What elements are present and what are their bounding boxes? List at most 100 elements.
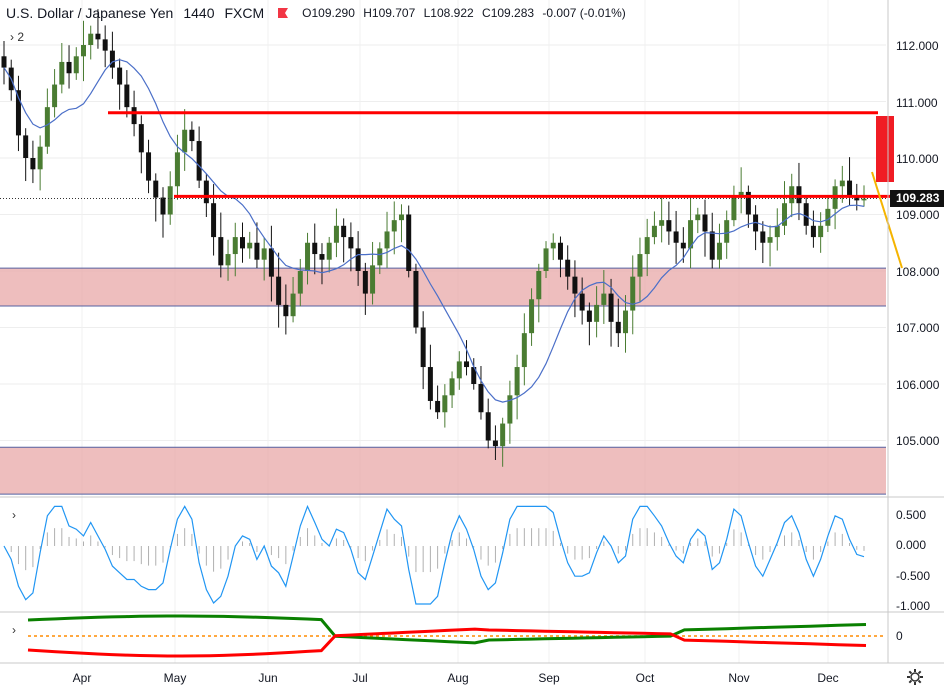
candle-body[interactable] (464, 361, 470, 368)
candle-body[interactable] (449, 378, 455, 396)
candle-body[interactable] (767, 237, 773, 243)
candle-body[interactable] (88, 33, 94, 45)
candle-body[interactable] (254, 242, 260, 260)
candle-body[interactable] (796, 186, 802, 204)
candle-body[interactable] (1, 56, 7, 68)
candle-body[interactable] (861, 198, 867, 201)
candle-body[interactable] (586, 310, 592, 322)
candle-body[interactable] (854, 197, 860, 201)
gear-icon[interactable] (905, 667, 925, 687)
candle-body[interactable] (66, 61, 72, 74)
candle-body[interactable] (413, 271, 419, 328)
candle-body[interactable] (391, 220, 397, 232)
candle-body[interactable] (225, 254, 231, 266)
candle-body[interactable] (109, 50, 115, 68)
candle-body[interactable] (153, 180, 159, 198)
interval-label[interactable]: 1440 (183, 5, 215, 21)
candle-body[interactable] (608, 293, 614, 322)
candle-body[interactable] (312, 242, 318, 255)
candle-body[interactable] (247, 242, 253, 249)
candle-body[interactable] (579, 293, 585, 311)
candle-body[interactable] (283, 304, 289, 317)
candle-body[interactable] (362, 271, 368, 294)
candle-body[interactable] (529, 299, 535, 334)
candle-body[interactable] (406, 214, 412, 272)
candle-body[interactable] (695, 214, 701, 221)
candle-body[interactable] (709, 231, 715, 260)
zone-rect[interactable] (0, 447, 886, 495)
candle-body[interactable] (782, 203, 788, 226)
candle-body[interactable] (442, 395, 448, 413)
indicator-collapse-toggle[interactable]: › 2 (10, 30, 24, 44)
zone-rect[interactable] (0, 268, 886, 307)
candle-body[interactable] (167, 186, 173, 215)
candle-body[interactable] (182, 129, 188, 153)
candle-body[interactable] (745, 191, 751, 215)
candle-body[interactable] (196, 141, 202, 181)
candle-body[interactable] (818, 225, 824, 238)
candle-body[interactable] (680, 242, 686, 249)
candle-body[interactable] (637, 254, 643, 277)
candle-body[interactable] (333, 225, 339, 243)
candle-body[interactable] (102, 39, 108, 51)
candle-body[interactable] (268, 248, 274, 277)
candle-body[interactable] (189, 129, 195, 142)
candle-body[interactable] (673, 231, 679, 243)
candle-body[interactable] (30, 158, 36, 170)
candle-body[interactable] (601, 293, 607, 305)
candle-body[interactable] (23, 135, 29, 158)
candle-body[interactable] (716, 242, 722, 260)
candle-body[interactable] (131, 107, 137, 125)
chart-legend[interactable]: U.S. Dollar / Japanese Yen 1440 FXCM O10… (6, 5, 631, 21)
candle-body[interactable] (724, 220, 730, 243)
candle-body[interactable] (702, 214, 708, 232)
candle-body[interactable] (594, 304, 600, 322)
candlestick-series[interactable] (1, 9, 867, 467)
candle-body[interactable] (59, 61, 65, 85)
drawn-rectangle[interactable] (876, 116, 894, 182)
candle-body[interactable] (146, 152, 152, 181)
candle-body[interactable] (290, 293, 296, 317)
candle-body[interactable] (435, 400, 441, 413)
flag-icon[interactable] (278, 8, 289, 18)
candle-body[interactable] (456, 361, 462, 379)
candle-body[interactable] (420, 327, 426, 368)
candle-body[interactable] (117, 67, 123, 85)
candle-body[interactable] (623, 310, 629, 334)
candle-body[interactable] (370, 265, 376, 294)
candle-body[interactable] (839, 180, 845, 187)
candle-body[interactable] (319, 254, 325, 260)
candle-body[interactable] (261, 248, 267, 260)
candle-body[interactable] (536, 271, 542, 300)
candle-body[interactable] (384, 231, 390, 249)
candle-body[interactable] (789, 186, 795, 204)
candle-body[interactable] (95, 33, 101, 40)
oscillator-line[interactable] (3, 504, 865, 605)
chevron-right-icon[interactable]: › (10, 30, 14, 44)
candle-body[interactable] (355, 248, 361, 271)
candle-body[interactable] (572, 276, 578, 294)
candle-body[interactable] (521, 333, 527, 368)
candle-body[interactable] (565, 259, 571, 277)
candle-body[interactable] (760, 231, 766, 243)
candle-body[interactable] (211, 203, 217, 238)
candle-body[interactable] (774, 225, 780, 238)
candle-body[interactable] (341, 225, 347, 238)
candle-body[interactable] (276, 276, 282, 305)
dmi-plus-line[interactable] (27, 614, 867, 645)
candle-body[interactable] (80, 45, 86, 57)
candle-body[interactable] (44, 107, 50, 147)
candle-body[interactable] (500, 423, 506, 447)
chevron-right-icon[interactable]: › (12, 508, 16, 522)
candle-body[interactable] (688, 220, 694, 249)
candle-body[interactable] (160, 197, 166, 215)
chevron-right-icon[interactable]: › (12, 623, 16, 637)
candle-body[interactable] (37, 146, 43, 170)
candle-body[interactable] (557, 242, 563, 260)
symbol-title[interactable]: U.S. Dollar / Japanese Yen (6, 5, 174, 21)
candle-body[interactable] (666, 220, 672, 232)
candle-body[interactable] (651, 225, 657, 238)
candle-body[interactable] (543, 248, 549, 271)
candle-body[interactable] (297, 271, 303, 294)
